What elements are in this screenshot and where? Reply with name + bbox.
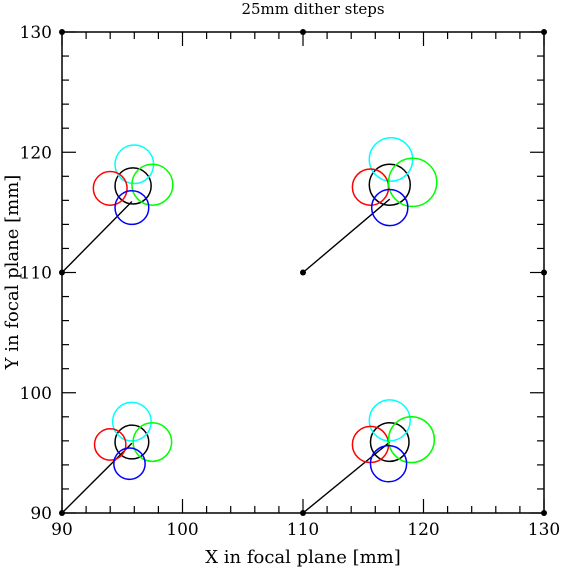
- circle-group: [92, 144, 174, 226]
- dither-circle: [113, 447, 146, 481]
- position-marker: [541, 510, 547, 516]
- position-marker: [541, 269, 547, 276]
- position-marker: [541, 29, 547, 35]
- position-marker: [59, 29, 65, 35]
- dither-circle: [370, 188, 409, 227]
- axes: 90 100 110 120 130 90 100 110 120 130: [20, 23, 561, 540]
- position-markers: [59, 29, 547, 516]
- position-marker: [59, 269, 65, 276]
- circle-group: [93, 401, 173, 481]
- dither-circle: [93, 428, 127, 461]
- y-tick-label: 110: [20, 264, 52, 284]
- dither-circle: [387, 157, 438, 208]
- dither-circle: [114, 189, 150, 226]
- dither-circle: [92, 170, 128, 206]
- x-tick-label: 120: [407, 520, 439, 540]
- position-marker: [300, 269, 306, 276]
- position-marker: [59, 510, 65, 516]
- x-tick-label: 90: [51, 520, 73, 540]
- x-tick-label: 130: [528, 520, 560, 540]
- y-axis-label: Y in focal plane [mm]: [2, 175, 23, 371]
- x-tick-label: 100: [166, 520, 198, 540]
- y-tick-label: 90: [30, 504, 52, 524]
- dither-circle: [114, 167, 152, 205]
- dither-circle: [351, 168, 390, 206]
- dither-circle: [111, 401, 152, 442]
- dither-circles: [92, 137, 438, 483]
- circle-group: [351, 137, 438, 227]
- dither-circle: [369, 444, 408, 483]
- offset-lines: [61, 198, 391, 514]
- offset-line: [302, 198, 391, 274]
- offset-line: [61, 201, 133, 273]
- x-axis-label: X in focal plane [mm]: [205, 547, 401, 568]
- chart-title: 25mm dither steps: [241, 0, 384, 18]
- dither-circle: [387, 416, 436, 464]
- dither-circle: [368, 137, 414, 182]
- y-tick-label: 100: [20, 384, 52, 404]
- y-tick-label: 130: [20, 23, 52, 43]
- dither-circle: [132, 422, 173, 463]
- position-marker: [300, 29, 306, 35]
- x-tick-label: 110: [287, 520, 319, 540]
- dither-circle: [368, 399, 411, 442]
- position-marker: [300, 510, 306, 516]
- dither-circle: [114, 424, 150, 460]
- dither-circle: [368, 163, 411, 206]
- circle-group: [351, 399, 436, 483]
- y-tick-label: 120: [20, 143, 52, 163]
- dither-circle: [131, 163, 174, 206]
- dither-circle: [369, 422, 410, 463]
